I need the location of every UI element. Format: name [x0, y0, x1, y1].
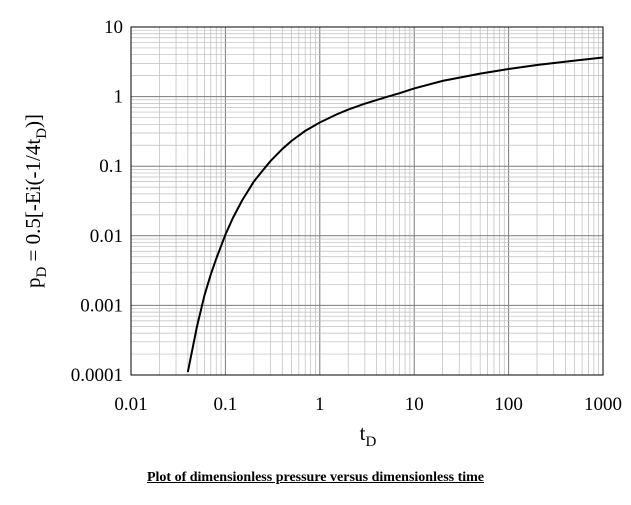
x-axis-label: tD [360, 421, 377, 450]
series-line [186, 56, 604, 373]
y-tick-label: 10 [104, 17, 123, 38]
y-tick-label: 1 [114, 87, 124, 108]
x-axis-label-sub: D [366, 434, 377, 450]
y-tick-label: 0.001 [80, 295, 123, 316]
x-tick-label: 0.01 [114, 394, 147, 415]
x-tick-label: 1000 [584, 394, 622, 415]
y-tick-labels: 0.0001 0.001 0.01 0.1 1 10 [71, 17, 123, 386]
y-tick-label: 0.01 [90, 226, 123, 247]
plot-frame [130, 26, 604, 376]
chart-caption: Plot of dimensionless pressure versus di… [146, 470, 485, 485]
x-tick-label: 10 [405, 394, 424, 415]
y-axis-label: pD = 0.5[-Ei(-1/4tD)] [21, 114, 50, 288]
y-tick-label: 0.0001 [71, 365, 123, 386]
y-tick-label: 0.1 [99, 156, 123, 177]
y-axis-label-p: p [21, 278, 45, 289]
x-axis-label-main: t [360, 421, 366, 445]
grid [131, 27, 603, 375]
x-tick-labels: 0.01 0.1 1 10 100 1000 [114, 394, 622, 415]
y-axis-label-p-sub: D [34, 267, 50, 278]
x-tick-label: 1 [315, 394, 325, 415]
y-axis-label-t-sub: D [34, 128, 50, 139]
x-tick-label: 100 [494, 394, 523, 415]
x-tick-label: 0.1 [214, 394, 238, 415]
y-axis-label-mid: = 0.5[-Ei(-1/4t [21, 139, 45, 267]
y-axis-label-end: )] [21, 114, 45, 128]
